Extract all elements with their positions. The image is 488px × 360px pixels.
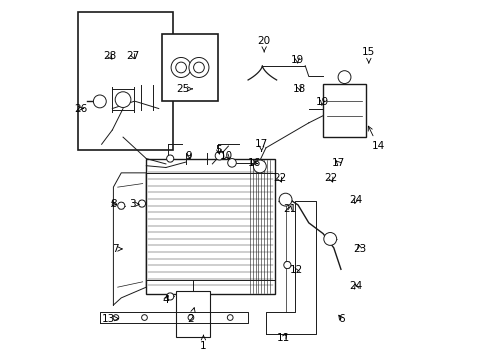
Text: 21: 21 [283, 204, 296, 214]
Text: 13: 13 [101, 314, 118, 324]
Text: 24: 24 [348, 195, 362, 204]
Text: 7: 7 [112, 244, 122, 254]
Text: 3: 3 [128, 199, 139, 209]
Text: 9: 9 [185, 151, 192, 161]
Text: 20: 20 [257, 36, 270, 52]
Circle shape [142, 315, 147, 320]
Text: 5: 5 [215, 145, 222, 155]
Circle shape [113, 315, 119, 320]
Text: 23: 23 [352, 244, 366, 253]
Bar [162, 33, 217, 102]
Circle shape [283, 261, 290, 269]
Text: 25: 25 [176, 84, 192, 94]
Bar [146, 158, 274, 294]
Text: 19: 19 [315, 97, 328, 107]
Text: 19: 19 [290, 55, 304, 65]
Bar [176, 291, 209, 337]
Circle shape [118, 202, 124, 209]
Circle shape [175, 62, 186, 73]
Circle shape [93, 95, 106, 108]
Circle shape [166, 155, 173, 162]
Text: 18: 18 [293, 84, 306, 94]
Circle shape [337, 71, 350, 84]
Bar [78, 12, 173, 150]
Text: 4: 4 [163, 295, 169, 305]
Text: 27: 27 [126, 51, 140, 61]
Text: 16: 16 [247, 158, 261, 168]
Circle shape [115, 92, 131, 108]
Text: 17: 17 [331, 158, 344, 168]
Text: 1: 1 [200, 335, 206, 351]
Circle shape [279, 193, 291, 206]
Text: 22: 22 [272, 173, 285, 183]
Text: 2: 2 [187, 308, 195, 324]
Circle shape [253, 160, 266, 173]
Circle shape [227, 315, 233, 320]
Circle shape [171, 58, 191, 77]
Circle shape [193, 62, 204, 73]
Text: 11: 11 [277, 333, 290, 343]
Circle shape [188, 58, 208, 77]
Text: 22: 22 [324, 173, 337, 183]
Text: 26: 26 [74, 104, 87, 113]
Circle shape [215, 152, 224, 160]
Bar [323, 84, 365, 137]
Circle shape [227, 158, 236, 167]
Text: 17: 17 [255, 139, 268, 151]
Circle shape [166, 293, 173, 300]
Text: 6: 6 [338, 314, 344, 324]
Text: 10: 10 [220, 151, 233, 161]
Text: 12: 12 [289, 265, 302, 275]
Circle shape [138, 200, 145, 207]
Circle shape [188, 315, 193, 320]
Text: 8: 8 [110, 199, 117, 209]
Text: 28: 28 [102, 51, 116, 61]
Text: 24: 24 [348, 282, 362, 292]
Circle shape [323, 233, 336, 246]
Text: 14: 14 [367, 126, 384, 151]
Text: 15: 15 [362, 47, 375, 63]
